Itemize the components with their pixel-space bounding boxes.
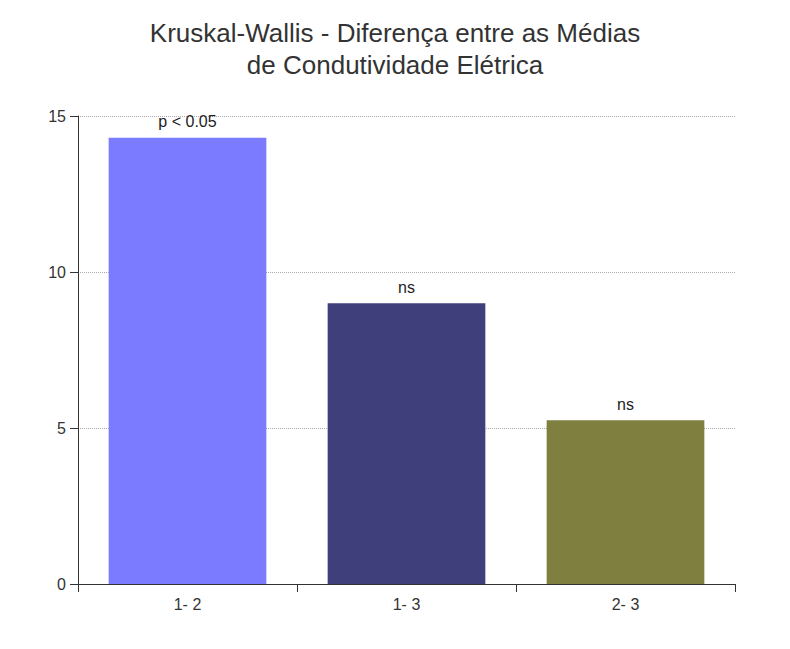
svg-text:5: 5 (57, 420, 66, 437)
svg-text:de Condutividade Elétrica: de Condutividade Elétrica (247, 50, 544, 80)
svg-text:1- 3: 1- 3 (393, 596, 421, 613)
svg-text:15: 15 (48, 108, 66, 125)
svg-text:ns: ns (398, 279, 415, 296)
svg-text:10: 10 (48, 264, 66, 281)
svg-text:p < 0.05: p < 0.05 (158, 113, 216, 130)
svg-text:Kruskal-Wallis - Diferença ent: Kruskal-Wallis - Diferença entre as Médi… (150, 18, 640, 48)
svg-text:ns: ns (617, 396, 634, 413)
svg-text:2- 3: 2- 3 (612, 596, 640, 613)
svg-text:0: 0 (57, 576, 66, 593)
svg-text:1- 2: 1- 2 (174, 596, 202, 613)
